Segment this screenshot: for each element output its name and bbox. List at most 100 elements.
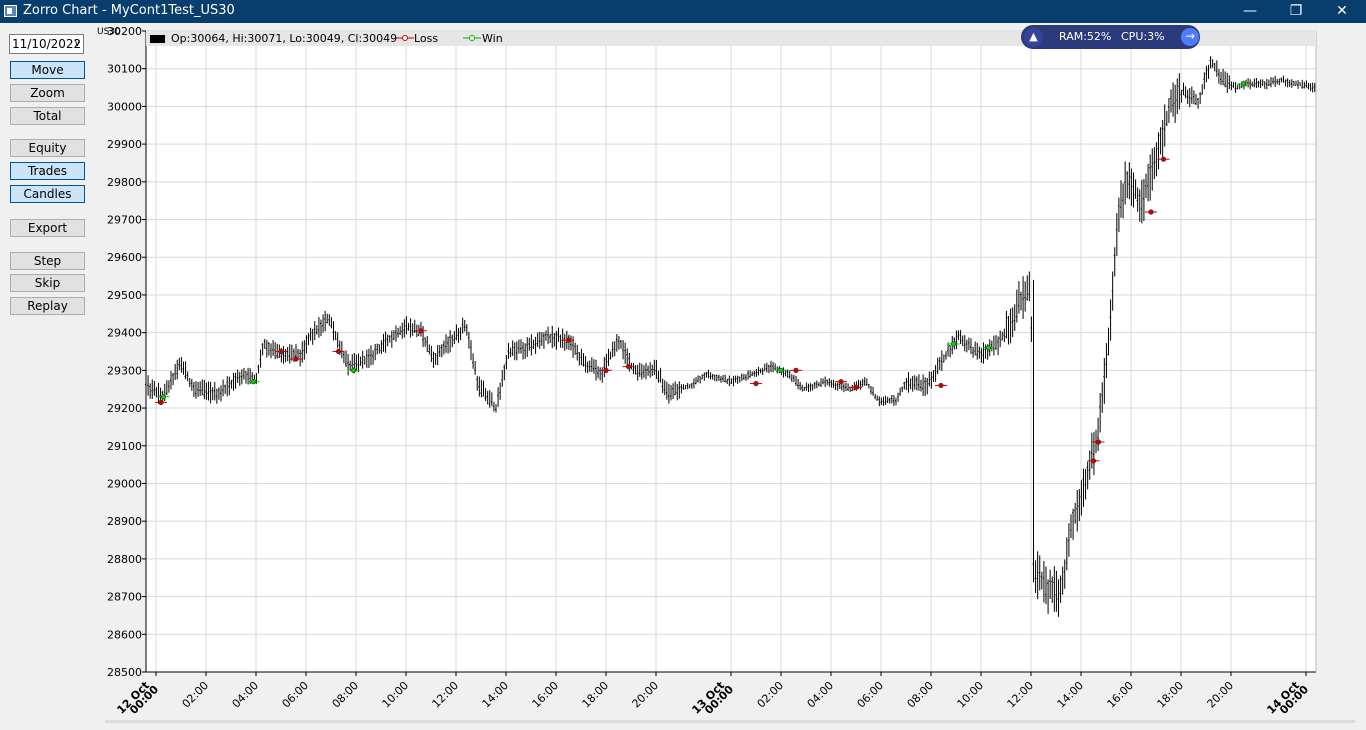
equity-button[interactable]: Equity — [10, 139, 85, 157]
trade-markers — [155, 81, 1250, 464]
ram-usage: RAM:52% — [1059, 30, 1112, 43]
x-tick-label: 16:00 — [530, 679, 562, 711]
control-panel: 11/10/2022 ∨ Move Zoom Total Equity Trad… — [0, 23, 95, 730]
x-tick-label: 08:00 — [905, 679, 937, 711]
x-tick-label: 14:00 — [1055, 679, 1087, 711]
y-tick-label: 29700 — [107, 214, 142, 227]
title-bar: Zorro Chart - MyCont1Test_US30 — ❐ ✕ — [0, 0, 1366, 23]
candle-swatch — [150, 35, 165, 43]
y-tick-label: 28700 — [107, 591, 142, 604]
x-tick-label: 06:00 — [280, 679, 312, 711]
trade-loss-marker — [278, 348, 284, 355]
window-title: Zorro Chart - MyCont1Test_US30 — [23, 3, 235, 18]
cpu-usage: CPU:3% — [1121, 30, 1165, 43]
arrow-right-icon[interactable]: → — [1181, 28, 1199, 46]
trade-loss-marker — [158, 399, 164, 406]
trade-loss-marker — [418, 328, 424, 334]
trade-loss-marker — [335, 348, 342, 355]
trade-win-marker — [985, 345, 992, 351]
loss-legend-icon — [396, 35, 414, 41]
trade-loss-marker — [293, 356, 299, 362]
trade-loss-marker — [838, 379, 844, 385]
zoom-button[interactable]: Zoom — [10, 84, 85, 102]
trade-loss-marker — [753, 380, 759, 387]
trade-loss-marker — [1160, 156, 1167, 162]
y-tick-label: 28900 — [107, 515, 142, 528]
ohlc-readout: Op:30064, Hi:30071, Lo:30049, Cl:30049 — [171, 32, 398, 45]
y-tick-label: 29500 — [107, 289, 142, 302]
win-legend-label: Win — [482, 32, 503, 45]
trade-win-marker — [950, 341, 957, 347]
x-tick-label: 08:00 — [330, 679, 362, 711]
y-tick-label: 29200 — [107, 402, 142, 415]
price-chart: 28500 28600 28700 28800 28900 29000 29100 29200… — [107, 25, 1317, 715]
close-button[interactable]: ✕ — [1336, 3, 1348, 19]
trade-loss-marker — [1148, 209, 1154, 215]
y-tick-label: 29400 — [107, 327, 142, 340]
y-tick-label: 29800 — [107, 176, 142, 189]
y-tick-label: 28800 — [107, 553, 142, 566]
x-tick-label: 06:00 — [855, 679, 887, 711]
date-value: 11/10/2022 — [12, 37, 82, 51]
trade-loss-marker — [1090, 458, 1097, 464]
x-tick-label: 04:00 — [805, 679, 837, 711]
y-tick-label: 30000 — [107, 100, 142, 113]
y-tick-label: 28500 — [107, 666, 142, 679]
x-tick-label: 10:00 — [380, 679, 412, 711]
x-tick-label: 12:00 — [430, 679, 462, 711]
win-legend-icon — [463, 35, 481, 41]
x-tick-label: 02:00 — [180, 679, 212, 711]
x-tick-label: 20:00 — [630, 679, 662, 711]
trade-loss-marker — [603, 367, 609, 373]
candle-series — [145, 56, 1316, 617]
y-tick-label: 29300 — [107, 364, 142, 377]
rocket-icon[interactable]: ▲ — [1024, 28, 1043, 47]
x-tick-label: 12:00 — [1005, 679, 1037, 711]
trade-win-marker — [778, 367, 784, 373]
move-button[interactable]: Move — [10, 61, 85, 79]
y-tick-label: 29600 — [107, 251, 142, 264]
trade-win-marker — [1240, 81, 1247, 87]
trade-loss-marker — [853, 384, 859, 390]
y-tick-label: 29900 — [107, 138, 142, 151]
trade-win-marker — [350, 367, 357, 373]
scrollbar-track[interactable] — [105, 720, 1355, 723]
skip-button[interactable]: Skip — [10, 274, 85, 292]
app-icon — [4, 5, 17, 17]
x-tick-label: 04:00 — [230, 679, 262, 711]
trade-win-marker — [250, 379, 257, 385]
maximize-button[interactable]: ❐ — [1289, 3, 1303, 19]
step-button[interactable]: Step — [10, 252, 85, 270]
total-button[interactable]: Total — [10, 107, 85, 125]
y-axis: 28500 28600 28700 28800 28900 29000 29100 29200… — [107, 25, 147, 679]
loss-legend-label: Loss — [414, 32, 439, 45]
trade-loss-marker — [938, 382, 944, 389]
x-tick-label: 18:00 — [1155, 679, 1187, 711]
export-button[interactable]: Export — [10, 219, 85, 237]
minimize-button[interactable]: — — [1243, 3, 1257, 19]
chevron-down-icon[interactable]: ∨ — [73, 38, 81, 49]
x-tick-label: 20:00 — [1205, 679, 1237, 711]
horizontal-scrollbar[interactable] — [95, 715, 1366, 730]
y-tick-label: 30100 — [107, 63, 142, 76]
trade-win-marker — [160, 394, 167, 400]
y-tick-label: 30200 — [107, 25, 142, 38]
date-select[interactable]: 11/10/2022 ∨ — [9, 34, 84, 54]
x-tick-label: 16:00 — [1105, 679, 1137, 711]
resource-monitor[interactable]: ▲ RAM:52% CPU:3% → — [1021, 25, 1200, 49]
trades-button[interactable]: Trades — [10, 162, 85, 180]
x-tick-label: 10:00 — [955, 679, 987, 711]
y-tick-label: 29100 — [107, 440, 142, 453]
trade-loss-marker — [565, 337, 572, 343]
trade-loss-marker — [1095, 439, 1102, 445]
trade-loss-marker — [625, 363, 632, 370]
replay-button[interactable]: Replay — [10, 297, 85, 315]
x-tick-label: 02:00 — [755, 679, 787, 711]
candles-button[interactable]: Candles — [10, 185, 85, 203]
y-tick-label: 28600 — [107, 628, 142, 641]
y-tick-label: 29000 — [107, 477, 142, 490]
symbol-label: US30 — [97, 27, 121, 37]
chart-grid — [146, 30, 1316, 673]
x-tick-label: 14:00 — [480, 679, 512, 711]
trade-loss-marker — [793, 367, 799, 373]
